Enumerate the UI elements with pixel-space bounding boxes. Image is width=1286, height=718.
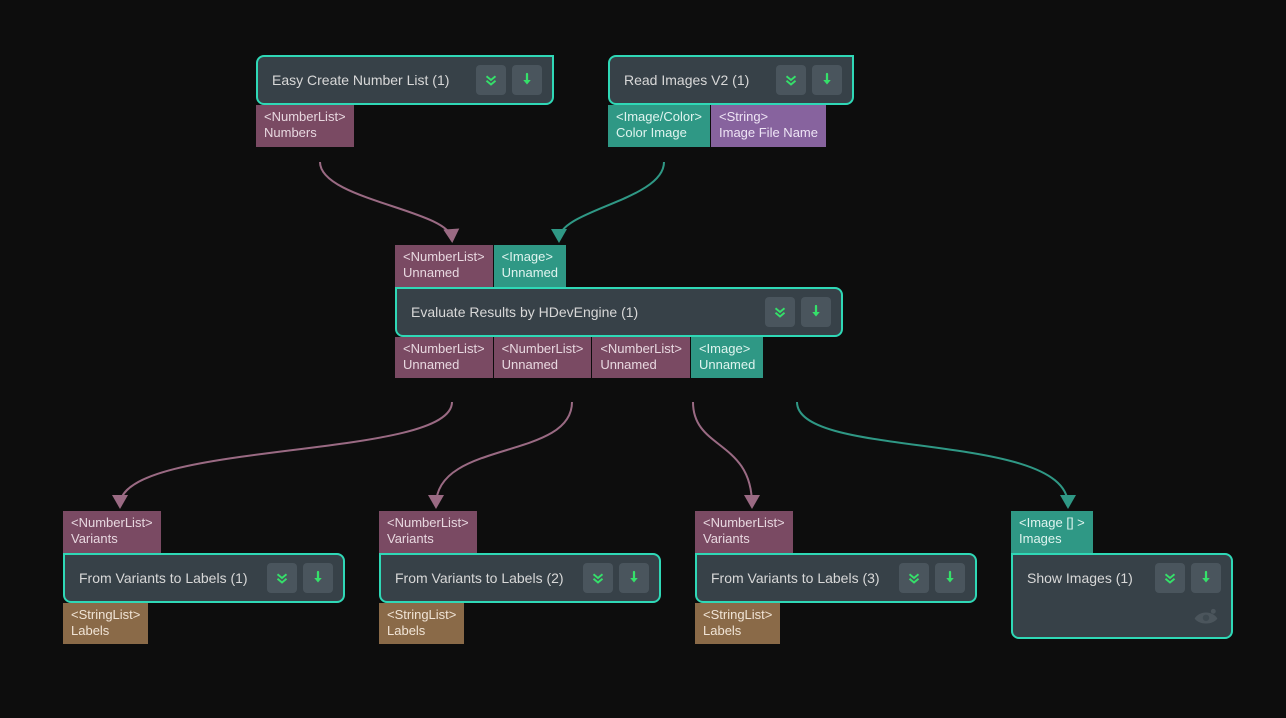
- port-labels[interactable]: <StringList> Labels: [695, 603, 780, 645]
- edge: [797, 402, 1068, 505]
- expand-icon[interactable]: [1155, 563, 1185, 593]
- edge: [320, 162, 452, 239]
- node-titlebar[interactable]: From Variants to Labels (2): [379, 553, 661, 603]
- port-out-1[interactable]: <NumberList> Unnamed: [494, 337, 592, 379]
- run-icon[interactable]: [303, 563, 333, 593]
- edge: [436, 402, 572, 505]
- node-title: Evaluate Results by HDevEngine (1): [397, 294, 765, 330]
- input-ports: <NumberList> Unnamed <Image> Unnamed: [395, 245, 843, 287]
- output-ports: <StringList> Labels: [695, 603, 977, 645]
- input-ports: <NumberList> Variants: [379, 511, 661, 553]
- expand-icon[interactable]: [583, 563, 613, 593]
- port-variants[interactable]: <NumberList> Variants: [379, 511, 477, 553]
- preview-icon[interactable]: [1013, 601, 1231, 637]
- port-variants[interactable]: <NumberList> Variants: [695, 511, 793, 553]
- node-titlebar[interactable]: Read Images V2 (1): [608, 55, 854, 105]
- node-title: From Variants to Labels (2): [381, 560, 583, 596]
- output-ports: <NumberList> Unnamed <NumberList> Unname…: [395, 337, 843, 379]
- run-icon[interactable]: [619, 563, 649, 593]
- node-fvl-2[interactable]: <NumberList> Variants From Variants to L…: [379, 511, 661, 644]
- port-out-2[interactable]: <NumberList> Unnamed: [592, 337, 690, 379]
- node-titlebar[interactable]: From Variants to Labels (3): [695, 553, 977, 603]
- node-title: From Variants to Labels (3): [697, 560, 899, 596]
- node-read-images[interactable]: Read Images V2 (1) <Image/Color> Color I…: [608, 55, 854, 147]
- node-fvl-1[interactable]: <NumberList> Variants From Variants to L…: [63, 511, 345, 644]
- output-ports: <StringList> Labels: [379, 603, 661, 645]
- node-fvl-3[interactable]: <NumberList> Variants From Variants to L…: [695, 511, 977, 644]
- node-titlebar[interactable]: Evaluate Results by HDevEngine (1): [395, 287, 843, 337]
- node-titlebar[interactable]: From Variants to Labels (1): [63, 553, 345, 603]
- output-ports: <NumberList> Numbers: [256, 105, 554, 147]
- edge: [120, 402, 452, 505]
- expand-icon[interactable]: [776, 65, 806, 95]
- node-titlebar[interactable]: Easy Create Number List (1): [256, 55, 554, 105]
- run-icon[interactable]: [812, 65, 842, 95]
- run-icon[interactable]: [935, 563, 965, 593]
- port-in-image[interactable]: <Image> Unnamed: [494, 245, 566, 287]
- port-out-3[interactable]: <Image> Unnamed: [691, 337, 763, 379]
- node-title: Read Images V2 (1): [610, 62, 776, 98]
- input-ports: <NumberList> Variants: [63, 511, 345, 553]
- run-icon[interactable]: [512, 65, 542, 95]
- node-title: Easy Create Number List (1): [258, 62, 476, 98]
- input-ports: <NumberList> Variants: [695, 511, 977, 553]
- output-ports: <StringList> Labels: [63, 603, 345, 645]
- edge: [559, 162, 664, 239]
- port-color-image[interactable]: <Image/Color> Color Image: [608, 105, 710, 147]
- node-titlebar[interactable]: Show Images (1): [1011, 553, 1233, 639]
- port-labels[interactable]: <StringList> Labels: [63, 603, 148, 645]
- node-evaluate[interactable]: <NumberList> Unnamed <Image> Unnamed Eva…: [395, 245, 843, 378]
- expand-icon[interactable]: [476, 65, 506, 95]
- edge: [693, 402, 752, 505]
- port-numbers[interactable]: <NumberList> Numbers: [256, 105, 354, 147]
- run-icon[interactable]: [1191, 563, 1221, 593]
- port-image-file-name[interactable]: <String> Image File Name: [711, 105, 826, 147]
- expand-icon[interactable]: [267, 563, 297, 593]
- expand-icon[interactable]: [899, 563, 929, 593]
- run-icon[interactable]: [801, 297, 831, 327]
- input-ports: <Image [] > Images: [1011, 511, 1233, 553]
- port-variants[interactable]: <NumberList> Variants: [63, 511, 161, 553]
- port-in-numberlist[interactable]: <NumberList> Unnamed: [395, 245, 493, 287]
- output-ports: <Image/Color> Color Image <String> Image…: [608, 105, 854, 147]
- node-title: Show Images (1): [1013, 560, 1155, 596]
- node-title: From Variants to Labels (1): [65, 560, 267, 596]
- expand-icon[interactable]: [765, 297, 795, 327]
- port-out-0[interactable]: <NumberList> Unnamed: [395, 337, 493, 379]
- port-images[interactable]: <Image [] > Images: [1011, 511, 1093, 553]
- node-easy-create[interactable]: Easy Create Number List (1) <NumberList>…: [256, 55, 554, 147]
- port-labels[interactable]: <StringList> Labels: [379, 603, 464, 645]
- node-show-images[interactable]: <Image [] > Images Show Images (1): [1011, 511, 1233, 639]
